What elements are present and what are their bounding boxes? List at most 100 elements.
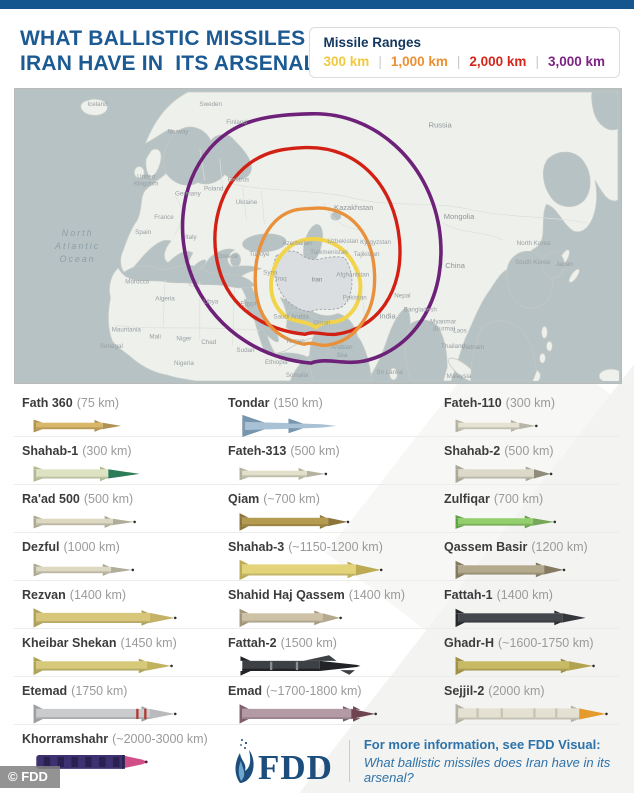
missile-cell: Qiam (~700 km) xyxy=(220,485,436,533)
map-label: Poland xyxy=(204,185,224,192)
map-label: Mauritania xyxy=(112,326,142,333)
map-label: Kyrgyzstan xyxy=(360,239,391,246)
missile-illustration xyxy=(33,419,122,433)
map-label: Ukraine xyxy=(236,199,258,206)
map-label: Laos xyxy=(453,327,467,334)
missile-label: Ghadr-H (~1600-1750 km) xyxy=(444,634,620,652)
map-label: China xyxy=(445,261,465,270)
legend-separator: | xyxy=(378,54,382,69)
seas xyxy=(122,91,619,382)
missile-range: (1000 km) xyxy=(63,540,120,554)
missile-illustration xyxy=(455,703,608,725)
missile-cell: Fateh-313 (500 km) xyxy=(220,437,436,485)
title-line-2: IRAN HAVE IN ITS ARSENAL? xyxy=(20,52,330,75)
missile-cell: Shahab-3 (~1150-1200 km) xyxy=(220,533,436,581)
map-label: Morocco xyxy=(125,279,149,286)
map-label: Somalia xyxy=(286,372,309,379)
map-label: Tajikistan xyxy=(354,251,380,258)
missile-illustration xyxy=(239,467,328,481)
map-label: Vietnam xyxy=(462,344,485,351)
missile-illustration xyxy=(455,656,595,676)
missile-illustration xyxy=(33,704,177,724)
map-label: South Korea xyxy=(515,259,550,266)
country-borders xyxy=(115,148,588,346)
map-label: India xyxy=(379,311,396,320)
missile-cell: Emad (~1700-1800 km) xyxy=(220,677,436,725)
missile-cell: Fath 360 (75 km) xyxy=(14,389,220,437)
missile-illustration xyxy=(239,608,342,628)
map-labels: Iceland Norway Sweden Finland Russia UnitedKi… xyxy=(54,101,573,380)
missile-label: Fattah-2 (1500 km) xyxy=(228,634,436,652)
map-label: Iraq xyxy=(276,276,287,283)
map-label: France xyxy=(154,214,174,221)
map-label: Kazakhstan xyxy=(334,203,373,212)
missile-illustration xyxy=(33,563,135,577)
missile-cell: Shahab-1 (300 km) xyxy=(14,437,220,485)
missile-name: Emad xyxy=(228,684,263,698)
missile-range: (1200 km) xyxy=(531,540,588,554)
missile-illustration xyxy=(455,464,553,484)
missile-name: Dezful xyxy=(22,540,60,554)
map-label: Finland xyxy=(226,119,247,126)
map-label: Myanmar xyxy=(430,318,456,325)
map-label: Sudan xyxy=(236,347,255,354)
missile-range: (1400 km) xyxy=(496,588,553,602)
map-label: Niger xyxy=(176,335,191,342)
missile-range: (1750 km) xyxy=(71,684,128,698)
range-rings xyxy=(180,112,443,365)
missile-range: (1400 km) xyxy=(348,588,405,602)
missile-name: Fattah-2 xyxy=(228,636,277,650)
range-ring-2000km xyxy=(213,145,402,337)
range-ring-3000km xyxy=(180,112,443,365)
missile-range: (1400 km) xyxy=(69,588,127,602)
map-label: Sweden xyxy=(199,101,222,108)
map-label: North xyxy=(62,228,94,238)
missile-illustration xyxy=(455,515,557,529)
legend-separator: | xyxy=(535,54,539,69)
map-label: Arabian xyxy=(330,344,353,351)
legend-item: 2,000 km xyxy=(469,54,527,69)
legend-item: 3,000 km xyxy=(547,54,605,69)
fdd-logo: FDD xyxy=(232,737,333,785)
missile-label: Qassem Basir (1200 km) xyxy=(444,538,620,556)
missile-name: Tondar xyxy=(228,396,270,410)
missile-illustration xyxy=(239,559,383,581)
missile-illustration xyxy=(239,513,350,531)
map-label: Malaysia xyxy=(447,373,472,380)
missile-cell: Etemad (1750 km) xyxy=(14,677,220,725)
legend-items: 300 km | 1,000 km | 2,000 km | 3,000 km xyxy=(324,54,605,69)
map-label: Bangladesh xyxy=(404,306,438,313)
map-label: Ocean xyxy=(60,254,96,264)
map-label: Nepal xyxy=(394,293,410,300)
missile-cell: Khorramshahr (~2000-3000 km) xyxy=(14,725,220,773)
map-label: Greece xyxy=(217,253,238,260)
map-label: Iran xyxy=(312,277,323,284)
missile-label: Fateh-313 (500 km) xyxy=(228,442,436,460)
map-label: Turkiye xyxy=(249,251,270,258)
missile-range: (500 km) xyxy=(290,444,340,458)
map-label: Norway xyxy=(167,129,189,136)
missile-cell: Fateh-110 (300 km) xyxy=(436,389,620,437)
map-label: Algeria xyxy=(155,296,175,303)
map-label: Pakistan xyxy=(343,295,367,302)
footer: FDD For more information, see FDD Visual… xyxy=(232,737,634,785)
missile-label: Rezvan (1400 km) xyxy=(22,586,220,604)
missile-illustration xyxy=(36,755,148,769)
missile-name: Qassem Basir xyxy=(444,540,528,554)
missile-cell: Qassem Basir (1200 km) xyxy=(436,533,620,581)
map-label: United xyxy=(137,173,156,180)
legend-item: 300 km xyxy=(323,54,370,69)
map-label: Senegal xyxy=(100,343,123,350)
missile-cell: Rezvan (1400 km) xyxy=(14,581,220,629)
missile-illustration xyxy=(455,608,586,628)
map-label: Saudi Arabia xyxy=(273,313,309,320)
copyright-badge: © FDD xyxy=(0,766,60,788)
missile-cell: Zulfiqar (700 km) xyxy=(436,485,620,533)
missile-name: Rezvan xyxy=(22,588,66,602)
missile-illustration xyxy=(33,656,173,676)
missile-name: Fattah-1 xyxy=(444,588,493,602)
footer-info-title: What ballistic missiles does Iran have i… xyxy=(363,755,611,785)
missile-range: (500 km) xyxy=(504,444,554,458)
missile-range: (~2000-3000 km) xyxy=(112,732,208,746)
missile-name: Fath 360 xyxy=(22,396,73,410)
